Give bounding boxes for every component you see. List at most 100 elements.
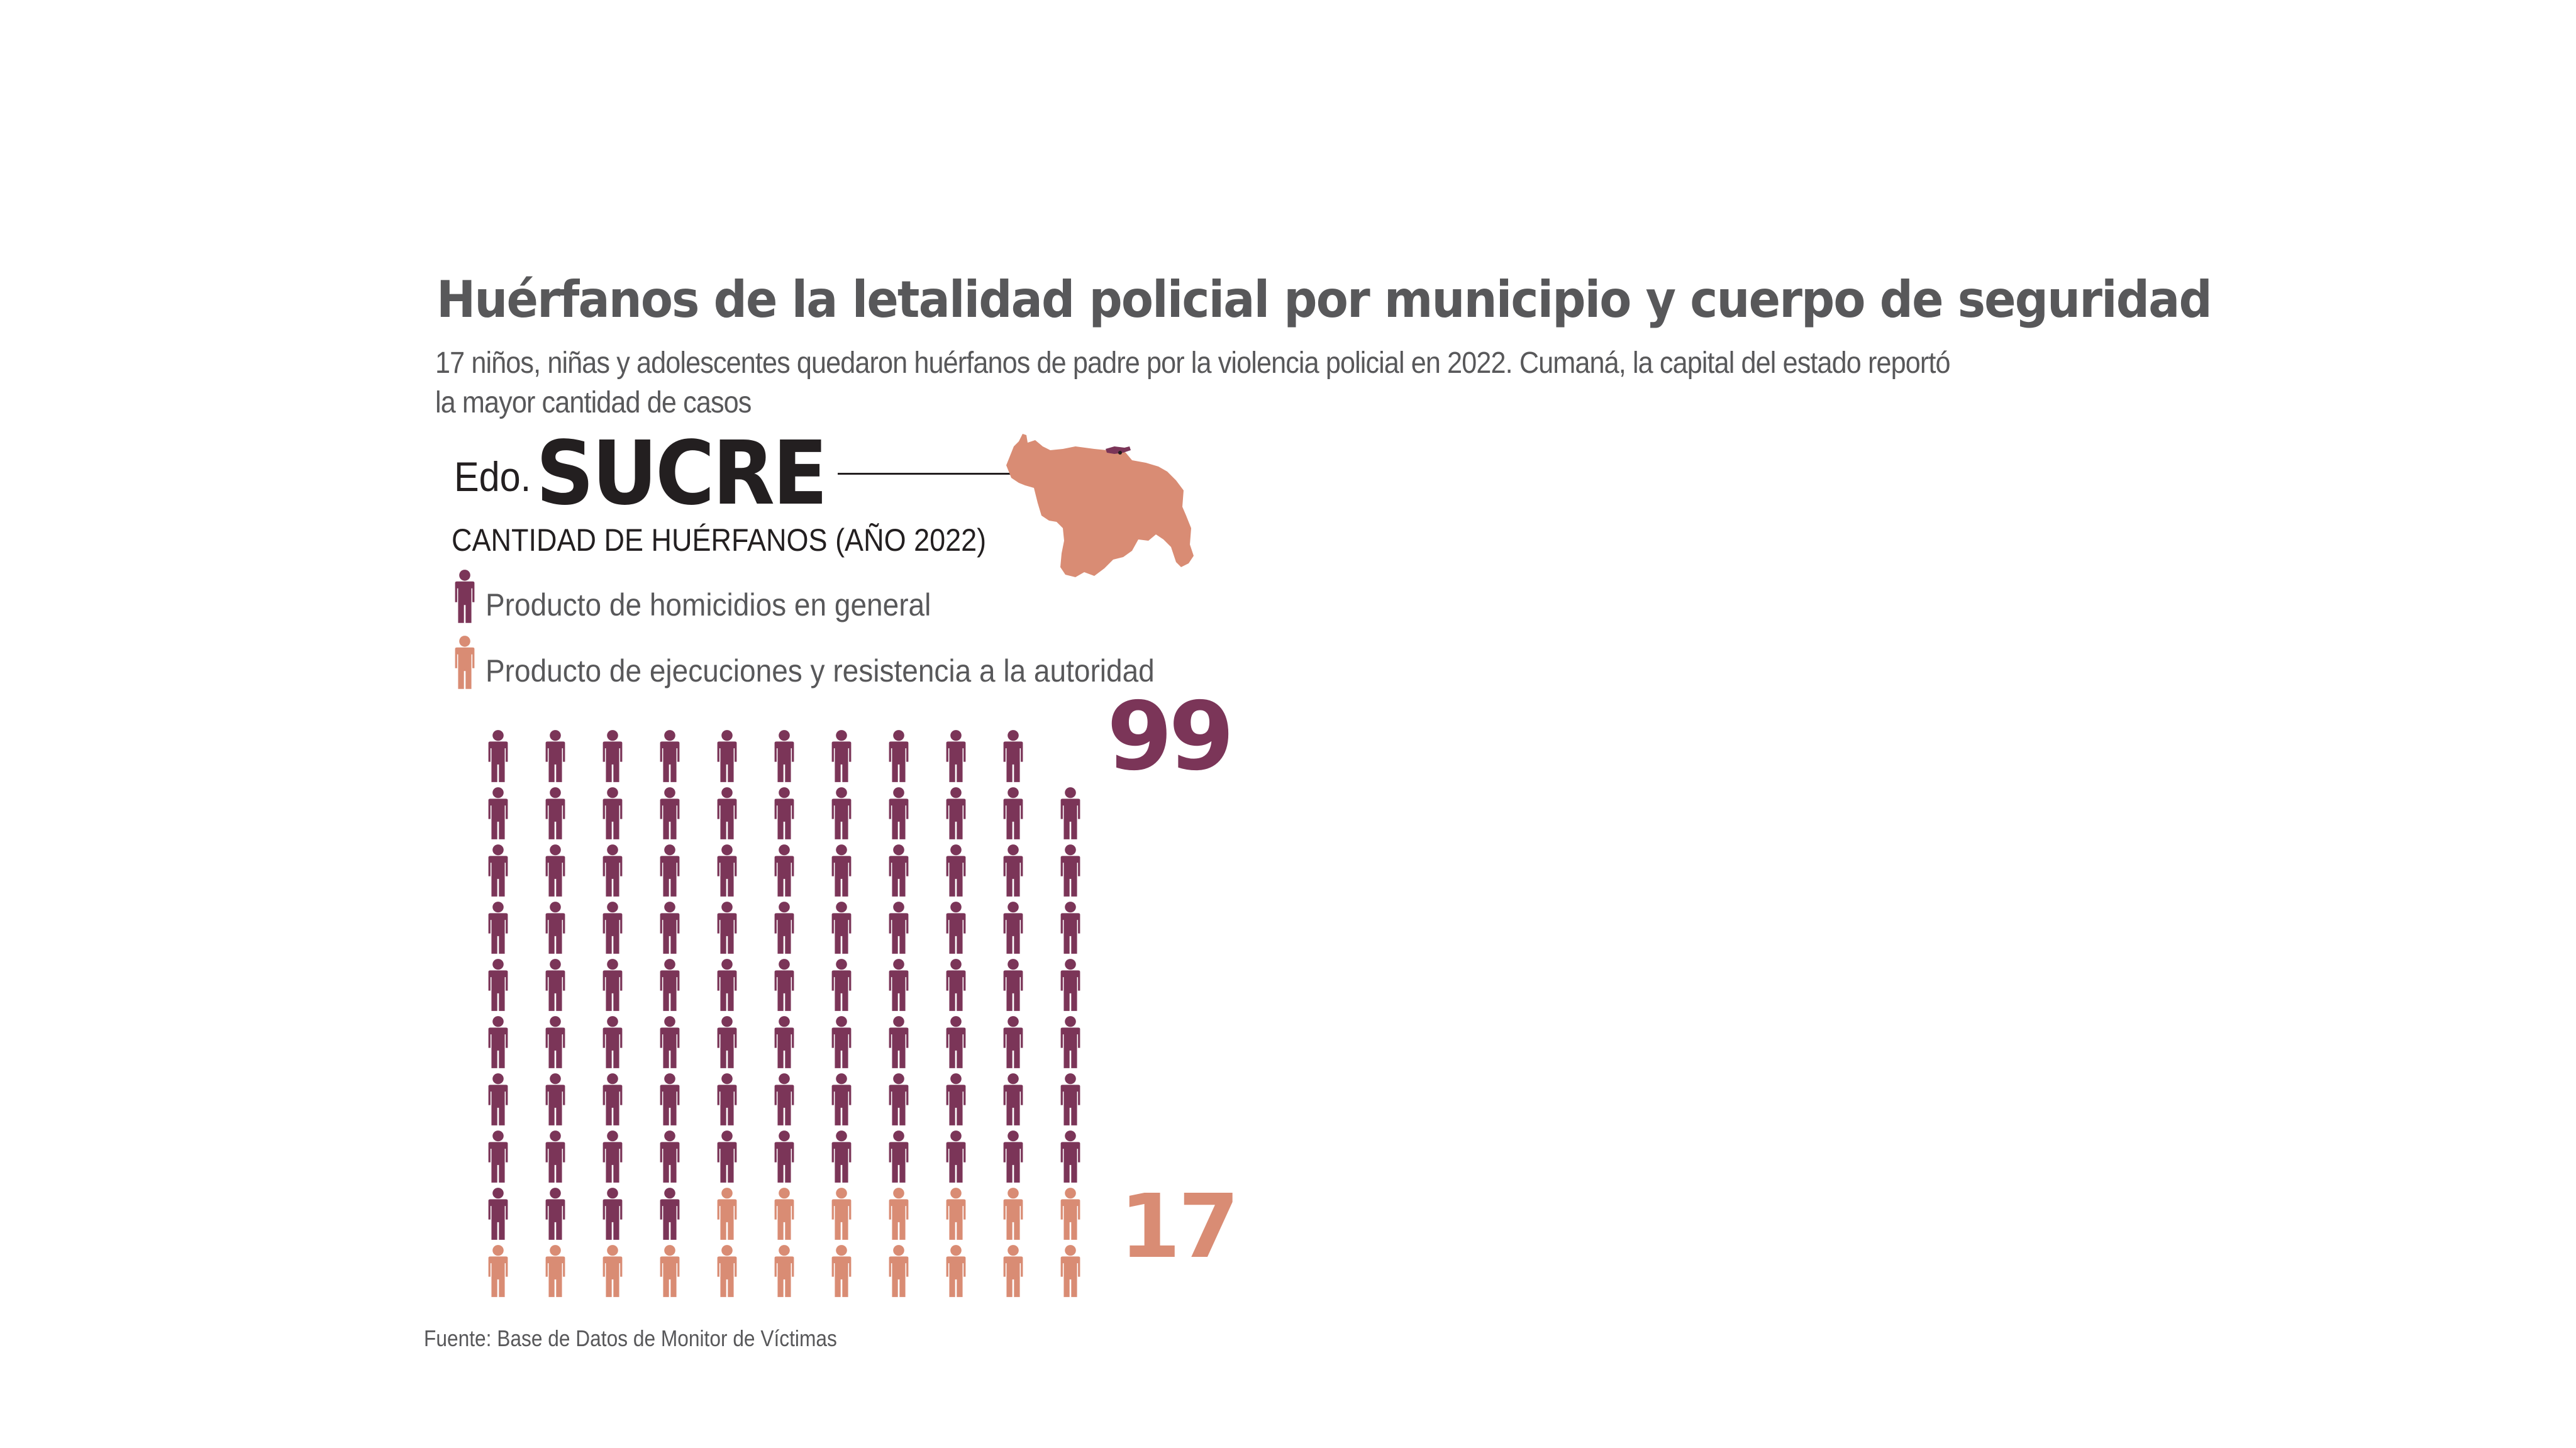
person-icon-ejecuciones — [602, 1245, 623, 1297]
person-icon-ejecuciones — [1060, 1245, 1080, 1297]
person-icon-homicidios — [831, 902, 852, 954]
person-icon-homicidios — [660, 1130, 680, 1183]
person-icon-homicidios — [602, 730, 623, 782]
person-icon-homicidios — [946, 730, 966, 782]
person-icon-homicidios — [774, 959, 794, 1011]
person-icon-homicidios — [774, 1073, 794, 1125]
value-label-homicidios: 99 — [1107, 682, 1235, 792]
person-icon-homicidios — [488, 1016, 508, 1068]
person-icon-homicidios — [717, 730, 737, 782]
person-icon-homicidios — [889, 902, 909, 954]
person-icon-homicidios — [488, 1188, 508, 1240]
person-icon-homicidios — [831, 1016, 852, 1068]
person-icon-homicidios — [717, 1016, 737, 1068]
pictogram-grid — [488, 730, 1080, 1297]
person-icon-homicidios — [774, 787, 794, 839]
sucre-highlight — [1106, 446, 1131, 454]
person-icon-homicidios — [717, 1130, 737, 1183]
person-icon-homicidios — [545, 787, 565, 839]
count-title: CANTIDAD DE HUÉRFANOS (AÑO 2022) — [452, 522, 987, 558]
person-icon-homicidios — [946, 844, 966, 897]
venezuela-map — [1006, 434, 1194, 577]
person-icon-homicidios — [545, 844, 565, 897]
person-icon-homicidios — [1003, 959, 1023, 1011]
person-icon-homicidios — [488, 787, 508, 839]
person-icon-homicidios — [602, 902, 623, 954]
person-icon-homicidios — [889, 787, 909, 839]
person-icon-homicidios — [1003, 902, 1023, 954]
person-icon-homicidios — [488, 1073, 508, 1125]
source-note: Fuente: Base de Datos de Monitor de Víct… — [424, 1325, 837, 1351]
person-icon-homicidios — [602, 1130, 623, 1183]
person-icon-homicidios — [660, 730, 680, 782]
person-icon-ejecuciones — [1003, 1245, 1023, 1297]
person-icon — [455, 570, 475, 623]
person-icon-homicidios — [545, 1130, 565, 1183]
person-icon-homicidios — [545, 1188, 565, 1240]
person-icon-homicidios — [602, 1188, 623, 1240]
person-icon-homicidios — [774, 1016, 794, 1068]
person-icon-homicidios — [717, 959, 737, 1011]
person-icon-homicidios — [602, 1016, 623, 1068]
person-icon-homicidios — [1003, 1016, 1023, 1068]
person-icon-ejecuciones — [889, 1245, 909, 1297]
value-label-ejecuciones: 17 — [1119, 1176, 1240, 1278]
person-icon-homicidios — [1060, 844, 1080, 897]
person-icon-homicidios — [831, 844, 852, 897]
person-icon-homicidios — [660, 787, 680, 839]
person-icon-homicidios — [488, 844, 508, 897]
person-icon-homicidios — [889, 1073, 909, 1125]
person-icon-homicidios — [488, 730, 508, 782]
person-icon-homicidios — [717, 902, 737, 954]
person-icon-homicidios — [831, 787, 852, 839]
person-icon-homicidios — [602, 959, 623, 1011]
person-icon-ejecuciones — [946, 1245, 966, 1297]
person-icon-homicidios — [774, 1130, 794, 1183]
person-icon-homicidios — [545, 1016, 565, 1068]
person-icon-homicidios — [660, 902, 680, 954]
venezuela-map-shape — [1006, 434, 1194, 577]
person-icon-homicidios — [1003, 730, 1023, 782]
person-icon-homicidios — [946, 1130, 966, 1183]
chart-title: Huérfanos de la letalidad policial por m… — [436, 270, 2212, 329]
person-icon-ejecuciones — [774, 1245, 794, 1297]
person-icon-homicidios — [488, 902, 508, 954]
person-icon-homicidios — [602, 1073, 623, 1125]
legend-label: Producto de homicidios en general — [486, 587, 931, 622]
person-icon-homicidios — [831, 1073, 852, 1125]
person-icon-homicidios — [946, 787, 966, 839]
legend-item-homicidios: Producto de homicidios en general — [450, 569, 970, 624]
person-icon-homicidios — [660, 1188, 680, 1240]
person-icon-ejecuciones — [889, 1188, 909, 1240]
person-icon — [455, 636, 475, 689]
person-icon-homicidios — [774, 902, 794, 954]
person-icon-homicidios — [831, 730, 852, 782]
person-icon-homicidios — [889, 844, 909, 897]
person-icon-homicidios — [1060, 1073, 1080, 1125]
person-icon-homicidios — [1003, 844, 1023, 897]
person-icon-homicidios — [831, 1130, 852, 1183]
person-icon-homicidios — [545, 959, 565, 1011]
person-icon-ejecuciones — [660, 1245, 680, 1297]
person-icon-homicidios — [602, 844, 623, 897]
person-icon-homicidios — [545, 902, 565, 954]
chart-subtitle: 17 niños, niñas y adolescentes quedaron … — [435, 346, 1950, 419]
person-icon-ejecuciones — [545, 1245, 565, 1297]
person-icon-homicidios — [1060, 1130, 1080, 1183]
person-icon-homicidios — [660, 959, 680, 1011]
person-icon-homicidios — [488, 959, 508, 1011]
state-prefix: Edo. — [454, 453, 531, 500]
person-icon-homicidios — [946, 1073, 966, 1125]
person-icon-homicidios — [717, 844, 737, 897]
person-icon-homicidios — [946, 1016, 966, 1068]
person-icon-ejecuciones — [1003, 1188, 1023, 1240]
person-icon-homicidios — [774, 844, 794, 897]
person-icon-homicidios — [889, 730, 909, 782]
person-icon-homicidios — [1060, 787, 1080, 839]
person-icon-ejecuciones — [1060, 1188, 1080, 1240]
person-icon-homicidios — [774, 730, 794, 782]
map-leader-line — [838, 473, 1122, 475]
person-icon-homicidios — [602, 787, 623, 839]
sucre-marker — [1118, 451, 1122, 455]
person-icon-homicidios — [660, 1073, 680, 1125]
